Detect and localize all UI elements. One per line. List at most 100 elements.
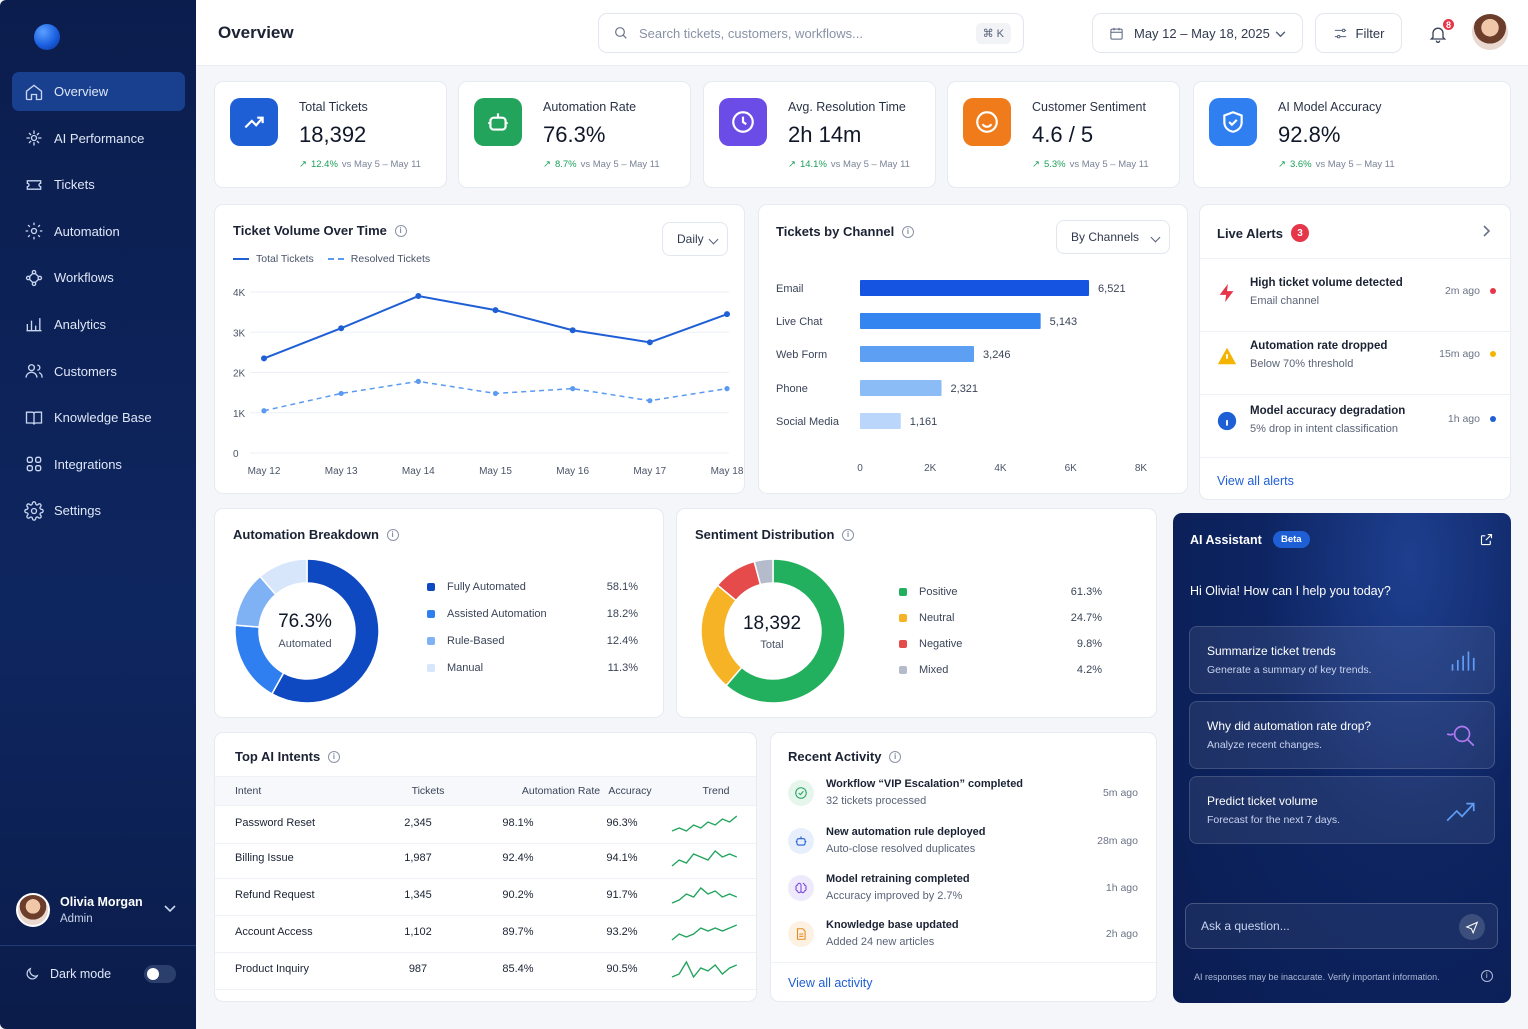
sidebar-item-settings[interactable]: Settings <box>12 491 185 530</box>
activity-item[interactable]: Workflow “VIP Escalation” completed 32 ti… <box>771 778 1156 818</box>
dark-mode-toggle[interactable] <box>144 965 176 983</box>
intent-name: Refund Request <box>235 889 315 901</box>
bar-chart: 0 2K 4K 6K 8K Email 6,521 Live Chat 5,143 Web For… <box>776 280 1147 474</box>
info-icon[interactable] <box>1481 970 1493 982</box>
category-label: Social Media <box>776 416 840 428</box>
search-icon <box>615 27 627 39</box>
sparkline <box>671 887 737 904</box>
intent-name: Billing Issue <box>235 852 294 864</box>
filter-button[interactable]: Filter <box>1315 13 1402 53</box>
view-all-alerts-link[interactable]: View all alerts <box>1217 474 1294 488</box>
activity-item[interactable]: Knowledge base updated Added 24 new artic… <box>771 919 1156 959</box>
table-row[interactable]: Billing Issue 1,987 92.4% 94.1% <box>215 844 756 878</box>
table-row[interactable]: Account Access 1,102 89.7% 93.2% <box>215 918 756 952</box>
x-tick-label: May 14 <box>402 466 435 477</box>
table-row[interactable]: Product Inquiry 987 85.4% 90.5% <box>215 955 756 989</box>
sidebar-item-customers[interactable]: Customers <box>12 352 185 391</box>
table-row[interactable]: Refund Request 1,345 90.2% 91.7% <box>215 881 756 915</box>
activity-icon-box <box>788 780 814 806</box>
app-logo[interactable] <box>34 24 60 50</box>
column-header[interactable]: Tickets <box>411 785 445 797</box>
activity-title: Workflow “VIP Escalation” completed <box>826 778 1024 790</box>
arrow-up-icon: ↗ <box>788 159 796 170</box>
alert-item[interactable]: High ticket volume detected Email channel… <box>1200 277 1512 332</box>
card-title: Recent Activity <box>788 749 902 764</box>
y-tick-label: 3K <box>233 328 246 339</box>
suggestion-card[interactable]: Predict ticket volume Forecast for the ne… <box>1189 776 1495 844</box>
kpi-icon-box <box>474 98 522 146</box>
sidebar-item-analytics[interactable]: Analytics <box>12 305 185 344</box>
activity-item[interactable]: Model retraining completed Accuracy impro… <box>771 873 1156 913</box>
info-icon[interactable] <box>889 750 902 763</box>
search-input[interactable]: Search tickets, customers, workflows... … <box>598 13 1024 53</box>
sidebar-item-automation[interactable]: Automation <box>12 212 185 251</box>
sidebar-item-knowledge-base[interactable]: Knowledge Base <box>12 398 185 437</box>
chevron-right-icon[interactable] <box>1482 225 1490 237</box>
sidebar-item-workflows[interactable]: Workflows <box>12 258 185 297</box>
row-divider <box>215 878 756 879</box>
bar <box>860 346 975 362</box>
kpi-icon-box <box>719 98 767 146</box>
kpi-compare: vs May 5 – May 11 <box>1069 159 1149 170</box>
activity-icon-box <box>788 921 814 947</box>
info-icon[interactable] <box>902 225 915 238</box>
card-title: Top AI Intents <box>235 749 341 764</box>
sidebar-item-overview[interactable]: Overview <box>12 72 185 111</box>
legend-value: 4.2% <box>1076 664 1102 676</box>
customers-icon <box>25 364 43 378</box>
profile-avatar[interactable] <box>1472 14 1508 50</box>
channel-grouping-dropdown[interactable]: By Channels <box>1056 220 1170 254</box>
send-button[interactable] <box>1459 914 1485 940</box>
bar <box>860 413 901 429</box>
automation-donut <box>234 558 380 704</box>
period-dropdown[interactable]: Daily <box>662 222 728 256</box>
search-shortcut: ⌘ K <box>975 23 1011 44</box>
column-header[interactable]: Intent <box>235 785 262 797</box>
sidebar-item-label: Tickets <box>54 177 95 193</box>
sidebar-nav: Overview AI Performance Tickets Automation W… <box>12 72 185 538</box>
kpi-delta-percent: 3.6% <box>1289 159 1312 170</box>
alert-subtitle: 5% drop in intent classification <box>1250 423 1398 435</box>
sidebar-item-integrations[interactable]: Integrations <box>12 445 185 484</box>
view-all-activity-link[interactable]: View all activity <box>788 976 873 990</box>
info-icon[interactable] <box>328 750 341 763</box>
suggestion-card[interactable]: Summarize ticket trends Generate a summar… <box>1189 626 1495 694</box>
alert-item[interactable]: Automation rate dropped Below 70% thresho… <box>1200 340 1512 395</box>
external-link-icon[interactable] <box>1479 532 1494 547</box>
data-point <box>338 390 344 397</box>
sidebar-item-tickets[interactable]: Tickets <box>12 165 185 204</box>
legend-item: Manual <box>427 662 483 674</box>
column-header[interactable]: Trend <box>702 785 730 797</box>
suggestion-card[interactable]: Why did automation rate drop? Analyze rec… <box>1189 701 1495 769</box>
info-icon[interactable] <box>842 528 855 541</box>
info-icon[interactable] <box>386 528 399 541</box>
sentiment-card: Sentiment Distribution 18,392 Total Posi… <box>676 508 1157 718</box>
kpi-delta-percent: 12.4% <box>310 159 338 170</box>
activity-item[interactable]: New automation rule deployed Auto-close r… <box>771 826 1156 866</box>
notifications-button[interactable] <box>1428 24 1448 44</box>
sparkline <box>671 960 737 979</box>
smile-icon <box>976 111 998 133</box>
data-label: 3,246 <box>983 349 1011 361</box>
donut-center-value: 76.3% <box>278 611 332 632</box>
alert-item[interactable]: Model accuracy degradation 5% drop in int… <box>1216 405 1496 455</box>
chevron-down-icon[interactable] <box>164 905 176 913</box>
data-point <box>261 408 267 414</box>
calendar-icon <box>1110 27 1123 40</box>
date-range-picker[interactable]: May 12 – May 18, 2025 <box>1092 13 1303 53</box>
column-header[interactable]: Accuracy <box>608 785 652 797</box>
activity-title: New automation rule deployed <box>826 826 986 838</box>
assistant-input[interactable]: Ask a question... <box>1185 903 1498 949</box>
info-icon[interactable] <box>394 224 407 237</box>
card-title: Tickets by Channel <box>776 224 915 239</box>
dark-mode-label: Dark mode <box>50 967 112 981</box>
user-menu[interactable]: Olivia Morgan Admin <box>16 890 184 930</box>
column-header[interactable]: Automation Rate <box>521 785 601 797</box>
alert-time: 15m ago <box>1439 348 1480 360</box>
sidebar-item-ai-performance[interactable]: AI Performance <box>12 119 185 158</box>
grouping-value: By Channels <box>1071 230 1140 244</box>
ticket-icon <box>26 179 42 190</box>
table-row[interactable]: Password Reset 2,345 98.1% 96.3% <box>215 809 756 843</box>
bar <box>860 380 942 396</box>
gear-icon <box>25 222 43 240</box>
